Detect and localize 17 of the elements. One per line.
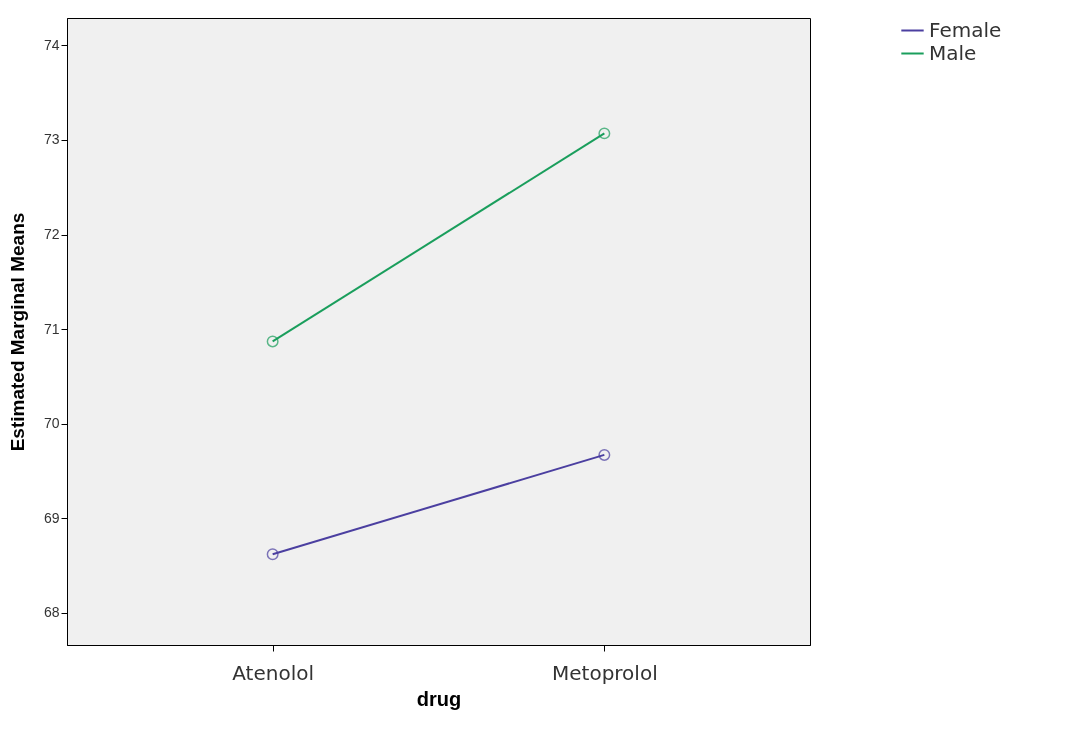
y-tick-label: 68 bbox=[43, 604, 60, 621]
point bbox=[266, 335, 279, 348]
x-tick-label: Metoprolol bbox=[552, 660, 658, 685]
legend-label: Female bbox=[929, 17, 1002, 42]
y-tick-label: 74 bbox=[43, 36, 60, 53]
y-axis-title: Estimated Marginal Means bbox=[6, 212, 28, 452]
point bbox=[598, 448, 611, 461]
x-axis-title: drug bbox=[416, 687, 462, 710]
legend-label: Male bbox=[929, 40, 977, 65]
x-tick-label: Atenolol bbox=[232, 660, 315, 685]
y-tick-label: 72 bbox=[43, 226, 60, 243]
point bbox=[266, 548, 279, 561]
y-tick-label: 73 bbox=[43, 131, 60, 148]
y-tick-label: 70 bbox=[43, 415, 60, 432]
y-tick-label: 71 bbox=[43, 320, 60, 337]
point bbox=[598, 127, 611, 140]
y-tick-label: 69 bbox=[43, 509, 60, 526]
